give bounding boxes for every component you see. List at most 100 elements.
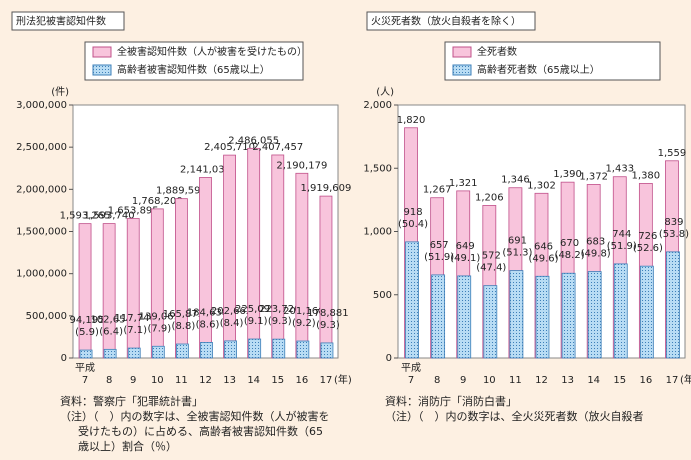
bar-elderly [224, 340, 237, 359]
bar-elderly [79, 349, 93, 359]
bar-elderly [272, 338, 286, 359]
value-label: 1,346 [501, 175, 530, 186]
title-box [11, 11, 125, 31]
legend-swatch [452, 46, 472, 58]
value-label: 1,653,895 [108, 206, 159, 217]
x-tick-label: 9 [130, 375, 136, 386]
bar-elderly [320, 342, 334, 359]
value-label: 839 [664, 217, 683, 228]
x-unit: (年) [334, 373, 352, 386]
value-label: 683 [586, 237, 605, 248]
bar-elderly [666, 251, 680, 359]
x-tick-label: 17 [666, 375, 679, 386]
value-label: 139,069 [139, 311, 180, 322]
x-tick-label: 11 [175, 375, 188, 386]
share-label: (49.6) [528, 253, 558, 264]
share-label: (9.3) [316, 320, 340, 331]
legend-label: 高齢者死者数（65歳以上） [477, 63, 600, 76]
value-label: 1,267 [423, 185, 452, 196]
share-label: (51.9) [424, 252, 454, 263]
share-label: (48.2) [555, 250, 585, 261]
value-label: 1,919,609 [301, 183, 352, 194]
y-tick-label: 500 [373, 290, 392, 301]
note: 資料：消防庁「消防白書」 [385, 394, 517, 408]
legend-label: 全被害認知件数（人が被害を受けたもの） [117, 45, 307, 58]
share-label: (50.4) [398, 219, 428, 230]
note: （注）（ ）内の数字は、全被害認知件数（人が被害を [60, 409, 330, 423]
y-tick-label: 1,000,000 [16, 269, 67, 280]
value-label: 117,740 [115, 313, 156, 324]
value-label: 184,638 [187, 307, 228, 318]
bar-elderly [176, 343, 189, 359]
x-tick-label: 15 [271, 375, 284, 386]
value-label: 1,889,593 [156, 186, 207, 197]
value-label: 918 [403, 207, 422, 218]
share-label: (6.4) [99, 326, 123, 337]
y-tick-label: 1,500 [363, 163, 392, 174]
x-tick-label: 14 [247, 375, 260, 386]
x-tick-label: 13 [561, 375, 574, 386]
x-prefix: 平成 [75, 362, 95, 374]
legend-swatch [452, 64, 472, 76]
value-label: 1,768,200 [132, 196, 183, 207]
x-tick-label: 16 [639, 375, 652, 386]
value-label: 2,141,037 [180, 164, 231, 175]
bar-total [271, 154, 285, 359]
x-tick-label: 7 [82, 375, 88, 386]
bar-total [295, 172, 309, 359]
bar-elderly [483, 285, 498, 359]
bar-total [175, 198, 188, 359]
bar-total [199, 177, 212, 359]
x-tick-label: 15 [613, 375, 626, 386]
x-tick-label: 12 [199, 375, 212, 386]
value-label: 2,486,055 [228, 135, 279, 146]
x-tick-label: 10 [151, 375, 164, 386]
bar-elderly [248, 338, 262, 359]
share-label: (8.4) [220, 318, 244, 329]
y-tick-label: 1,000 [363, 227, 392, 238]
x-tick-label: 12 [535, 375, 548, 386]
value-label: 2,407,457 [252, 142, 303, 153]
share-label: (47.4) [476, 263, 506, 274]
x-tick-label: 17 [320, 375, 333, 386]
value-label: 649 [456, 241, 475, 252]
legend-label: 高齢者被害認知件数（65歳以上） [117, 63, 270, 76]
note: 受けたもの）に占める、高齢者被害認知件数（65 [78, 424, 323, 438]
share-label: (9.3) [268, 316, 292, 327]
value-label: 1,321 [449, 178, 478, 189]
y-tick-label: 0 [386, 353, 392, 364]
bar-elderly [535, 275, 550, 359]
x-prefix: 平成 [401, 362, 421, 374]
value-label: 201,168 [283, 306, 324, 317]
note: 資料：警察庁「犯罪統計書」 [60, 394, 203, 408]
legend-swatch [92, 46, 112, 58]
bar-elderly [457, 275, 472, 359]
bar-elderly [509, 270, 524, 359]
x-tick-label: 14 [587, 375, 600, 386]
y-unit: (件) [51, 86, 69, 98]
chart-title: 火災死者数（放火自殺者を除く） [371, 15, 521, 28]
value-label: 2,190,179 [276, 160, 327, 171]
bar-total [150, 208, 164, 359]
share-label: (51.3) [502, 248, 532, 259]
value-label: 744 [612, 229, 631, 240]
value-label: 726 [638, 231, 657, 242]
bar-elderly [127, 347, 141, 359]
share-label: (7.1) [123, 325, 147, 336]
bar-total [102, 223, 116, 359]
title-box [366, 11, 536, 31]
bar-elderly [587, 271, 602, 359]
y-tick-label: 3,000,000 [16, 100, 67, 111]
share-label: (49.8) [581, 249, 611, 260]
legend-swatch [92, 64, 112, 76]
value-label: 670 [560, 238, 579, 249]
value-label: 1,302 [527, 180, 556, 191]
bar-total [319, 195, 333, 359]
bar-elderly [200, 342, 213, 359]
value-label: 102,654 [90, 314, 131, 325]
chart-title: 刑法犯被害認知件数 [16, 15, 106, 28]
value-label: 691 [508, 236, 527, 247]
bar-elderly [405, 241, 419, 359]
value-label: 165,873 [163, 309, 204, 320]
